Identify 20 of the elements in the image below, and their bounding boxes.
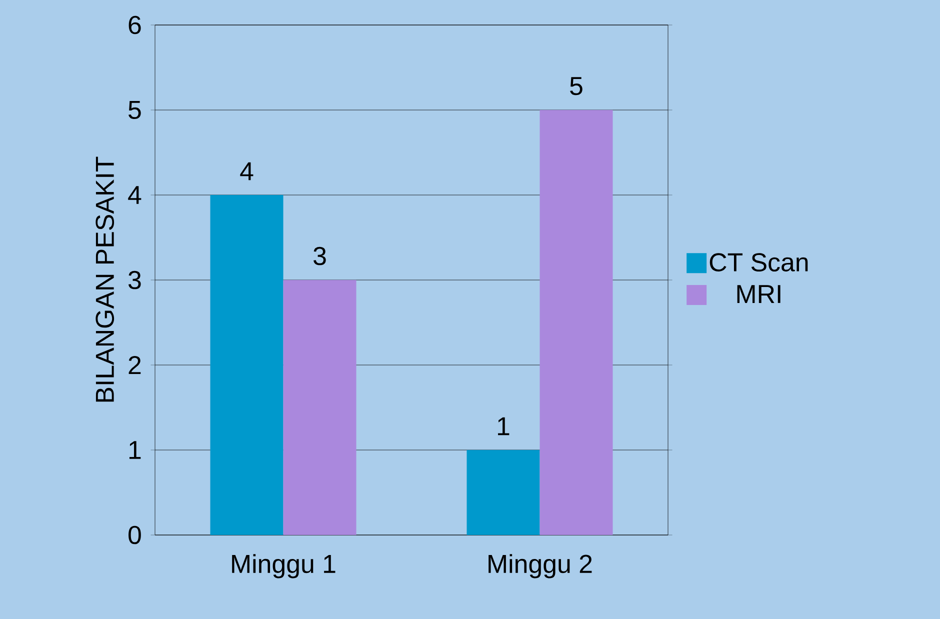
y-tick-label: 1 bbox=[129, 441, 141, 459]
data-label: 4 bbox=[240, 162, 254, 180]
bar bbox=[283, 280, 356, 535]
data-label: 5 bbox=[570, 77, 582, 96]
x-tick-label: Minggu 1 bbox=[232, 554, 336, 578]
bar bbox=[210, 195, 284, 535]
x-tick-label: Minggu 2 bbox=[488, 554, 592, 578]
data-label: 1 bbox=[498, 417, 510, 436]
y-tick-label: 5 bbox=[128, 100, 141, 120]
legend-label: CT Scan bbox=[710, 253, 808, 272]
legend-label: MRI bbox=[737, 285, 780, 303]
bar bbox=[466, 450, 540, 535]
data-label: 3 bbox=[314, 246, 326, 266]
y-tick-label: 4 bbox=[128, 186, 142, 204]
y-tick-label: 6 bbox=[128, 16, 141, 34]
bar bbox=[540, 110, 613, 535]
y-tick-label: 3 bbox=[128, 270, 141, 290]
y-tick-label: 2 bbox=[128, 356, 141, 374]
y-axis-title: BILANGAN PESAKIT bbox=[96, 156, 114, 402]
y-tick-label: 0 bbox=[128, 526, 141, 544]
